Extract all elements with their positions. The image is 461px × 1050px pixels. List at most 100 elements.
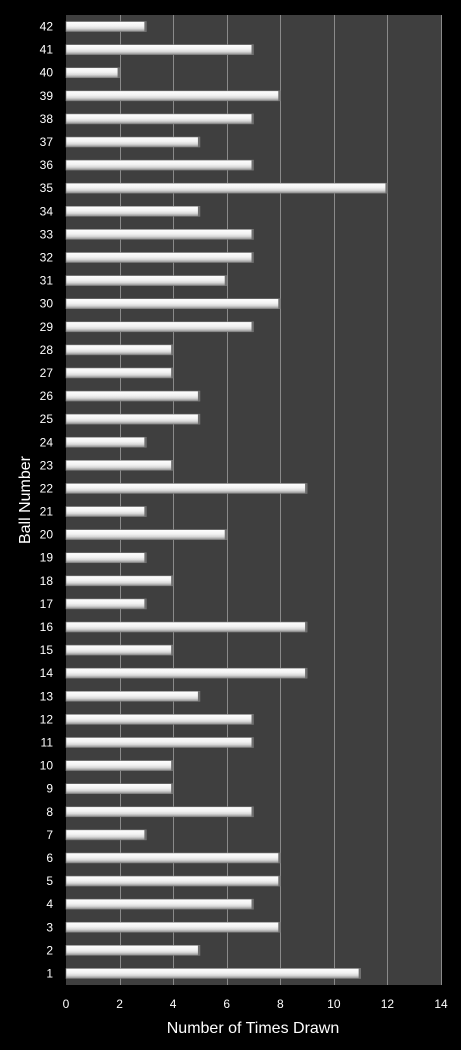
bar-26-rect [65, 390, 201, 402]
bar-6-cap [278, 852, 281, 863]
bar-12-rect [65, 714, 254, 725]
bar-34-rect [65, 206, 201, 217]
bar-7-rect [65, 829, 147, 841]
bar-18-cap [171, 575, 174, 586]
x-tick-label-0: 0 [63, 997, 70, 1011]
bar-17-cap [144, 598, 147, 609]
bar-22-rect [65, 483, 308, 494]
bar-28-cap [171, 344, 174, 355]
bar-14-cap [305, 668, 308, 679]
bar-37-rect [65, 136, 201, 148]
bar-38-cap [251, 113, 254, 124]
y-tick-label-36: 36 [40, 158, 54, 172]
bar-16-cap [305, 622, 308, 633]
bar-37-cap [197, 137, 200, 148]
bar-33-cap [251, 229, 254, 240]
bar-28 [65, 344, 174, 356]
y-tick-label-38: 38 [40, 112, 54, 126]
y-axis-tick-labels: 1234567891011121314151617181920212223242… [40, 20, 54, 981]
bar-13-rect [65, 691, 201, 702]
y-tick-label-4: 4 [46, 897, 53, 911]
y-tick-label-16: 16 [40, 620, 54, 634]
bar-2 [65, 945, 201, 956]
bar-39-rect [65, 90, 281, 102]
bar-22 [65, 483, 308, 494]
bar-22-cap [305, 483, 308, 494]
y-tick-label-11: 11 [41, 736, 54, 750]
bar-27-rect [65, 367, 174, 379]
bar-27-cap [171, 367, 174, 378]
bar-21-cap [144, 506, 147, 517]
bar-12-cap [251, 714, 254, 725]
bar-36 [65, 159, 254, 171]
bar-8-cap [251, 806, 254, 817]
bar-3-cap [278, 922, 281, 933]
bar-38 [65, 113, 254, 125]
y-tick-label-42: 42 [40, 20, 54, 34]
bar-19-rect [65, 552, 147, 564]
bar-31 [65, 275, 228, 286]
bar-35-cap [385, 183, 388, 194]
y-tick-label-12: 12 [40, 712, 54, 726]
bar-29-cap [251, 321, 254, 332]
bar-15-cap [171, 645, 174, 656]
bar-9-rect [65, 783, 174, 794]
bar-25-cap [197, 414, 200, 425]
x-tick-label-4: 4 [170, 997, 177, 1011]
bar-29-rect [65, 321, 254, 333]
x-tick-label-8: 8 [277, 997, 284, 1011]
y-tick-label-33: 33 [40, 227, 54, 241]
y-tick-label-29: 29 [40, 320, 54, 334]
bar-4-rect [65, 898, 254, 910]
x-axis-tick-labels: 0 2 4 6 8 10 12 14 [63, 997, 448, 1011]
bar-29 [65, 321, 254, 333]
bar-40 [65, 67, 120, 79]
y-tick-label-24: 24 [40, 435, 54, 449]
y-tick-label-22: 22 [40, 481, 54, 495]
bar-24 [65, 436, 147, 448]
bar-37 [65, 136, 201, 148]
y-axis-title: Ball Number [17, 455, 34, 544]
x-tick-label-14: 14 [434, 997, 448, 1011]
bar-8 [65, 806, 254, 818]
bar-30-rect [65, 298, 281, 309]
bar-7-cap [144, 829, 147, 840]
x-tick-label-6: 6 [223, 997, 230, 1011]
y-tick-label-14: 14 [40, 666, 54, 680]
y-tick-label-34: 34 [40, 204, 54, 218]
y-tick-label-20: 20 [40, 528, 54, 542]
bar-1-rect [65, 968, 361, 979]
y-tick-label-18: 18 [40, 574, 54, 588]
bar-3-rect [65, 921, 281, 933]
bar-30 [65, 298, 281, 309]
bar-11-cap [251, 737, 254, 748]
plot-area [66, 15, 441, 985]
bar-33 [65, 229, 254, 240]
bar-21 [65, 506, 147, 517]
bar-11 [65, 737, 254, 748]
x-tick-label-2: 2 [116, 997, 123, 1011]
y-tick-label-19: 19 [40, 551, 54, 565]
bar-40-rect [65, 67, 120, 79]
x-tick-label-12: 12 [381, 997, 395, 1011]
bar-8-rect [65, 806, 254, 818]
y-tick-label-41: 41 [40, 43, 54, 57]
bar-17-rect [65, 598, 147, 610]
bar-41-cap [251, 44, 254, 55]
bar-26 [65, 390, 201, 402]
bar-23-cap [171, 460, 174, 471]
bar-39-cap [278, 90, 281, 101]
bar-30-cap [278, 298, 281, 309]
bar-20-rect [65, 529, 228, 540]
y-tick-label-17: 17 [40, 597, 54, 611]
bar-35-rect [65, 182, 388, 194]
y-tick-label-1: 1 [46, 966, 53, 980]
bar-13 [65, 691, 201, 702]
bar-17 [65, 598, 147, 610]
y-tick-label-6: 6 [46, 851, 53, 865]
bar-2-rect [65, 945, 201, 956]
y-tick-label-9: 9 [46, 782, 53, 796]
bar-21-rect [65, 506, 147, 517]
y-tick-label-31: 31 [40, 274, 54, 288]
bar-32-rect [65, 252, 254, 263]
